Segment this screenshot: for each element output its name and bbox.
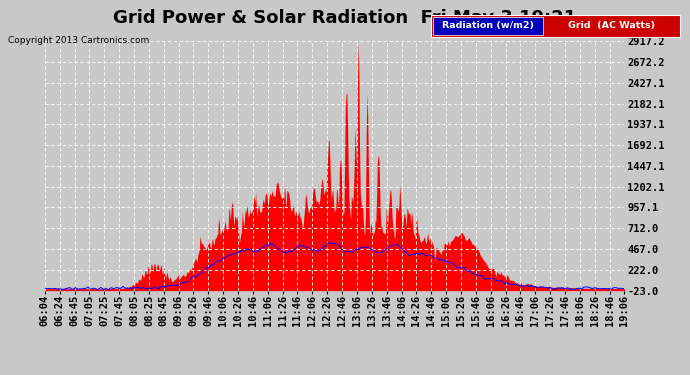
Text: Radiation (w/m2): Radiation (w/m2) — [442, 21, 534, 30]
Text: Grid  (AC Watts): Grid (AC Watts) — [568, 21, 655, 30]
Text: Grid Power & Solar Radiation  Fri May 3 19:21: Grid Power & Solar Radiation Fri May 3 1… — [113, 9, 577, 27]
Text: Copyright 2013 Cartronics.com: Copyright 2013 Cartronics.com — [8, 36, 150, 45]
